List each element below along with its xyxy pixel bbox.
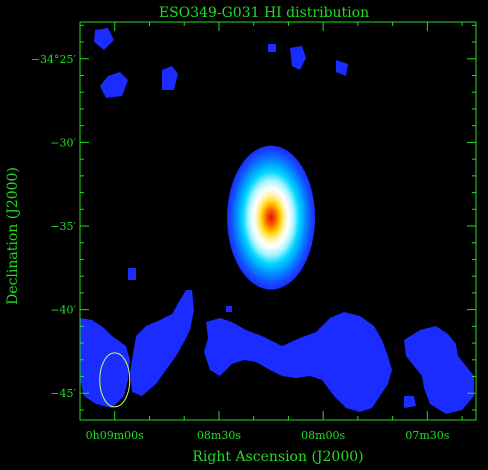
galaxy-hi-emission — [227, 145, 316, 290]
y-tick-label: −45′ — [50, 387, 76, 400]
y-tick-label: −35′ — [50, 220, 76, 233]
x-tick-label: 08m00s — [301, 429, 345, 442]
plot-frame — [79, 21, 477, 421]
x-tick-label: 0h09m00s — [86, 429, 145, 442]
plot-border — [79, 21, 477, 421]
chart-title: ESO349-G031 HI distribution — [159, 5, 369, 21]
x-axis-title: Right Ascension (J2000) — [192, 449, 363, 465]
y-axis-ticks: −34°25′ −30′ −35′ −40′ −45′ — [31, 24, 476, 411]
beam-ellipse — [99, 352, 131, 408]
chart-marks — [99, 145, 316, 408]
x-axis-ticks: 0h09m00s 08m30s 08m00s 07m30s — [79, 22, 463, 442]
y-tick-label: −40′ — [50, 304, 76, 317]
x-tick-label: 08m30s — [197, 429, 241, 442]
noise-emission-patches — [80, 28, 474, 414]
y-tick-label: −30′ — [50, 136, 76, 149]
x-tick-label: 07m30s — [405, 429, 449, 442]
y-axis-title: Declination (J2000) — [5, 167, 21, 305]
y-tick-label: −34°25′ — [31, 53, 77, 66]
